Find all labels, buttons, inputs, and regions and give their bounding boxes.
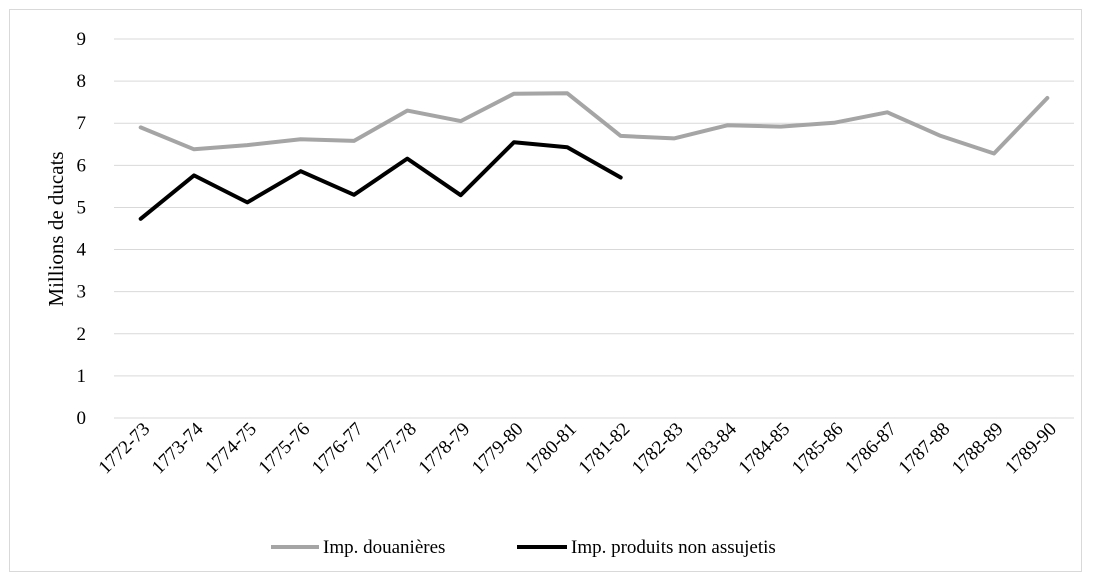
y-tick-label: 2	[77, 324, 87, 345]
y-tick-label: 4	[77, 240, 87, 261]
y-tick-label: 1	[77, 366, 87, 387]
series-1-line	[138, 91, 1050, 156]
legend-label: Imp. produits non assujetis	[571, 537, 776, 558]
y-tick-label: 3	[77, 282, 87, 303]
legend: Imp. douanières Imp. produits non assujet…	[271, 537, 776, 558]
series-lines	[138, 91, 1050, 221]
y-axis-label: Millions de ducats	[44, 151, 68, 306]
series-2-line	[138, 140, 623, 221]
gridlines	[114, 38, 1074, 419]
legend-label: Imp. douanières	[323, 537, 445, 558]
y-axis-ticks: 0 1 2 3 4 5 6 7 8 9	[77, 29, 87, 429]
y-tick-label: 0	[77, 408, 87, 429]
y-tick-label: 8	[77, 71, 87, 92]
y-tick-label: 9	[77, 29, 87, 50]
y-tick-label: 5	[77, 197, 87, 218]
chart-border	[9, 9, 1082, 572]
y-tick-label: 7	[77, 113, 87, 134]
y-tick-label: 6	[77, 155, 87, 176]
